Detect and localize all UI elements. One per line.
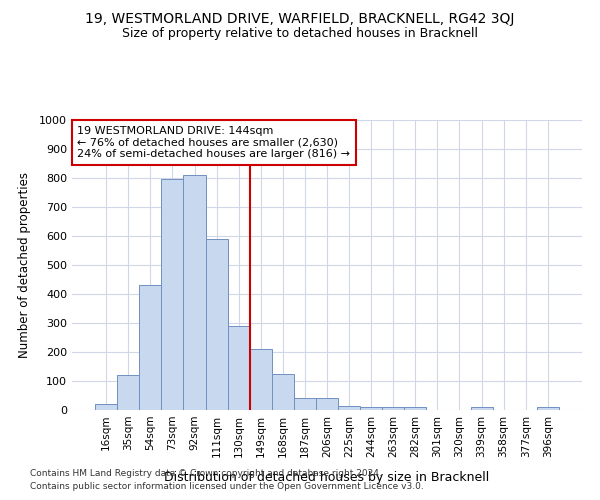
Bar (294, 398, 316, 410)
Y-axis label: Number of detached properties: Number of detached properties (18, 172, 31, 358)
Bar (360, 406, 382, 410)
Bar (470, 407, 493, 410)
Bar (95, 404, 117, 410)
Bar (404, 407, 427, 410)
Text: Size of property relative to detached houses in Bracknell: Size of property relative to detached ho… (122, 28, 478, 40)
X-axis label: Distribution of detached houses by size in Bracknell: Distribution of detached houses by size … (164, 471, 490, 484)
Bar (272, 374, 294, 410)
Bar (161, 180, 184, 410)
Bar (206, 239, 227, 410)
Bar (316, 398, 338, 410)
Bar (250, 349, 272, 410)
Text: 19 WESTMORLAND DRIVE: 144sqm
← 76% of detached houses are smaller (2,630)
24% of: 19 WESTMORLAND DRIVE: 144sqm ← 76% of de… (77, 126, 350, 159)
Bar (227, 326, 250, 410)
Bar (382, 407, 404, 410)
Bar (537, 407, 559, 410)
Bar (338, 406, 360, 410)
Text: Contains HM Land Registry data © Crown copyright and database right 2024.: Contains HM Land Registry data © Crown c… (30, 468, 382, 477)
Bar (184, 175, 206, 410)
Bar (139, 286, 161, 410)
Bar (117, 375, 139, 410)
Text: Contains public sector information licensed under the Open Government Licence v3: Contains public sector information licen… (30, 482, 424, 491)
Text: 19, WESTMORLAND DRIVE, WARFIELD, BRACKNELL, RG42 3QJ: 19, WESTMORLAND DRIVE, WARFIELD, BRACKNE… (85, 12, 515, 26)
